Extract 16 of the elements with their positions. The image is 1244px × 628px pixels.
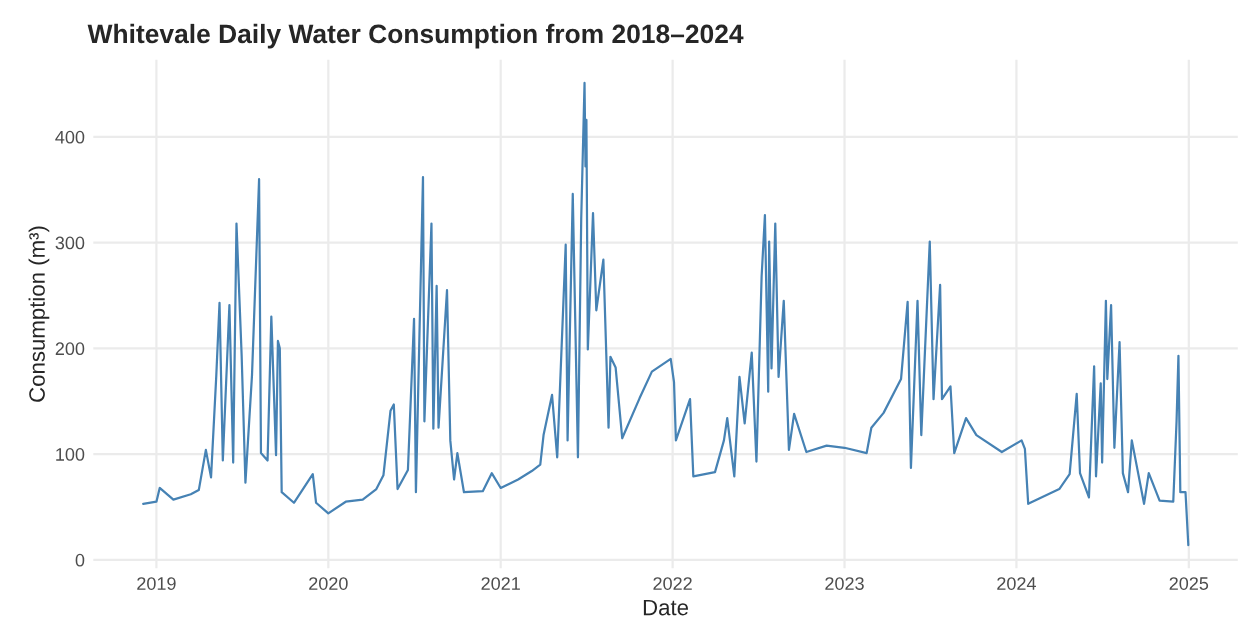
x-tick-label: 2020 <box>309 577 348 590</box>
y-tick-label: 300 <box>55 236 85 250</box>
y-axis-title: Consumption (m³) <box>28 226 50 402</box>
chart-title: Whitevale Daily Water Consumption from 2018–2024 <box>87 23 744 49</box>
x-tick-label: 2023 <box>825 577 864 590</box>
y-tick-label: 400 <box>55 130 85 144</box>
y-tick-label: 0 <box>75 553 85 567</box>
x-axis-title: Date <box>643 599 689 616</box>
x-tick-label: 2019 <box>137 577 176 590</box>
x-tick-label: 2021 <box>481 577 520 590</box>
y-tick-label: 200 <box>55 342 85 356</box>
x-tick-label: 2025 <box>1169 577 1209 590</box>
x-tick-label: 2024 <box>997 577 1036 590</box>
x-tick-label: 2022 <box>653 577 692 590</box>
line-series <box>142 81 1190 547</box>
y-tick-label: 100 <box>56 448 85 461</box>
